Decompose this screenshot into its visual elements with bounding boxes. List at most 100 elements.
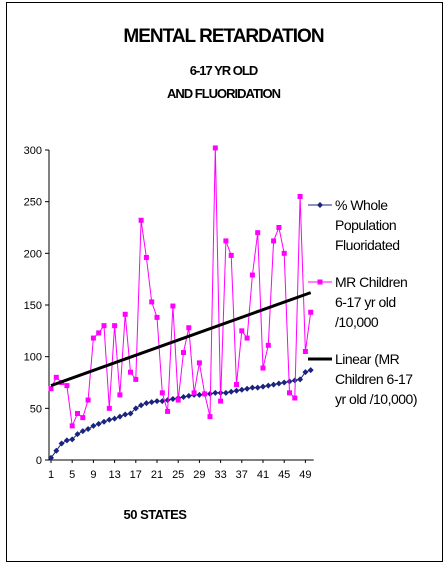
y-tick-label: 150	[24, 300, 42, 312]
data-point-mr-children	[48, 386, 54, 392]
legend-marker-square	[317, 279, 323, 285]
data-point-mr-children	[308, 309, 314, 315]
data-point-fluoridated	[281, 379, 288, 386]
data-point-mr-children	[117, 392, 123, 398]
x-tick-label: 9	[90, 469, 96, 481]
chart-subtitle-line1: 6-17 YR OLD	[189, 63, 259, 78]
y-tick-label: 250	[24, 197, 42, 209]
legend-label-line: Linear (MR	[335, 351, 400, 367]
data-point-mr-children	[191, 390, 197, 396]
data-point-mr-children	[297, 194, 303, 199]
data-point-mr-children	[255, 230, 261, 236]
x-tick-label: 13	[108, 469, 120, 481]
data-point-fluoridated	[58, 440, 65, 447]
trendline-linear	[50, 291, 312, 388]
data-point-fluoridated	[148, 399, 155, 406]
data-point-mr-children	[302, 349, 308, 354]
data-point-fluoridated	[297, 376, 304, 383]
x-tick-label: 37	[236, 469, 248, 481]
data-point-fluoridated	[254, 384, 261, 391]
y-tick-label: 0	[36, 455, 42, 467]
data-point-mr-children	[90, 335, 96, 341]
data-point-mr-children	[112, 323, 118, 329]
data-point-mr-children	[223, 238, 229, 244]
data-point-fluoridated	[74, 431, 81, 438]
data-point-fluoridated	[69, 436, 76, 443]
data-point-fluoridated	[79, 428, 86, 435]
data-point-fluoridated	[196, 391, 203, 398]
data-point-mr-children	[276, 225, 282, 230]
data-point-mr-children	[234, 382, 239, 388]
data-point-mr-children	[149, 299, 155, 305]
data-point-fluoridated	[222, 389, 229, 396]
y-tick-label: 300	[24, 145, 42, 157]
data-point-mr-children	[244, 335, 250, 341]
data-point-mr-children	[186, 325, 192, 331]
data-point-mr-children	[133, 376, 139, 382]
legend-entry-mr-children: MR Children 6-17 yr old /10,000	[335, 272, 445, 332]
data-point-fluoridated	[260, 383, 266, 390]
data-point-mr-children	[175, 397, 181, 403]
data-point-fluoridated	[90, 422, 97, 429]
chart-title: MENTAL RETARDATION	[123, 26, 324, 47]
data-point-mr-children	[281, 250, 287, 256]
data-point-fluoridated	[265, 382, 272, 389]
y-tick-label: 100	[24, 352, 42, 364]
data-point-fluoridated	[180, 393, 187, 400]
x-tick-label: 33	[214, 469, 226, 481]
data-point-mr-children	[69, 423, 75, 429]
data-point-mr-children	[53, 374, 59, 380]
x-tick-label: 45	[278, 469, 290, 481]
data-point-fluoridated	[132, 405, 139, 412]
data-point-mr-children	[218, 398, 224, 404]
legend-label-line: /10,000	[335, 314, 379, 330]
x-tick-label: 49	[299, 469, 311, 481]
data-point-fluoridated	[48, 454, 54, 461]
legend-label-line: Population	[335, 217, 397, 233]
data-point-fluoridated	[111, 415, 118, 422]
data-point-mr-children	[165, 408, 171, 414]
data-point-fluoridated	[164, 397, 171, 404]
data-point-fluoridated	[238, 386, 245, 393]
legend-label-line: MR Children	[335, 274, 408, 290]
data-point-mr-children	[292, 395, 298, 401]
data-point-mr-children	[271, 238, 277, 244]
data-point-fluoridated	[302, 369, 309, 376]
data-point-fluoridated	[154, 398, 160, 405]
data-point-fluoridated	[169, 396, 176, 403]
data-point-mr-children	[143, 254, 149, 260]
data-point-mr-children	[249, 272, 255, 278]
data-point-mr-children	[260, 365, 266, 371]
data-point-mr-children	[75, 411, 80, 416]
data-point-mr-children	[80, 415, 86, 421]
data-point-fluoridated	[270, 381, 277, 388]
data-point-fluoridated	[307, 367, 314, 374]
data-point-mr-children	[181, 350, 186, 356]
x-tick-label: 29	[193, 469, 205, 481]
x-tick-label: 41	[257, 469, 269, 481]
data-point-fluoridated	[122, 411, 129, 418]
data-point-mr-children	[106, 405, 112, 411]
chart-subtitle-line2: AND FLUORIDATION	[166, 86, 281, 101]
legend-label-line: 6-17 yr old	[335, 294, 396, 310]
data-point-fluoridated	[275, 380, 282, 387]
x-tick-label: 17	[130, 469, 142, 481]
data-point-mr-children	[170, 303, 176, 309]
data-point-mr-children	[122, 311, 128, 317]
legend-label-line: yr old /10,000)	[335, 391, 418, 407]
data-point-mr-children	[96, 330, 102, 336]
data-point-mr-children	[128, 369, 133, 375]
y-tick-label: 200	[24, 248, 42, 260]
data-point-mr-children	[212, 145, 218, 151]
data-point-fluoridated	[233, 387, 240, 394]
data-point-fluoridated	[116, 413, 123, 420]
data-point-fluoridated	[228, 388, 235, 395]
data-point-fluoridated	[185, 392, 192, 399]
data-point-mr-children	[207, 414, 213, 420]
data-point-fluoridated	[63, 437, 70, 444]
data-point-fluoridated	[249, 384, 256, 391]
data-point-fluoridated	[244, 385, 251, 392]
x-tick-label: 1	[48, 469, 54, 481]
x-tick-label: 25	[172, 469, 184, 481]
